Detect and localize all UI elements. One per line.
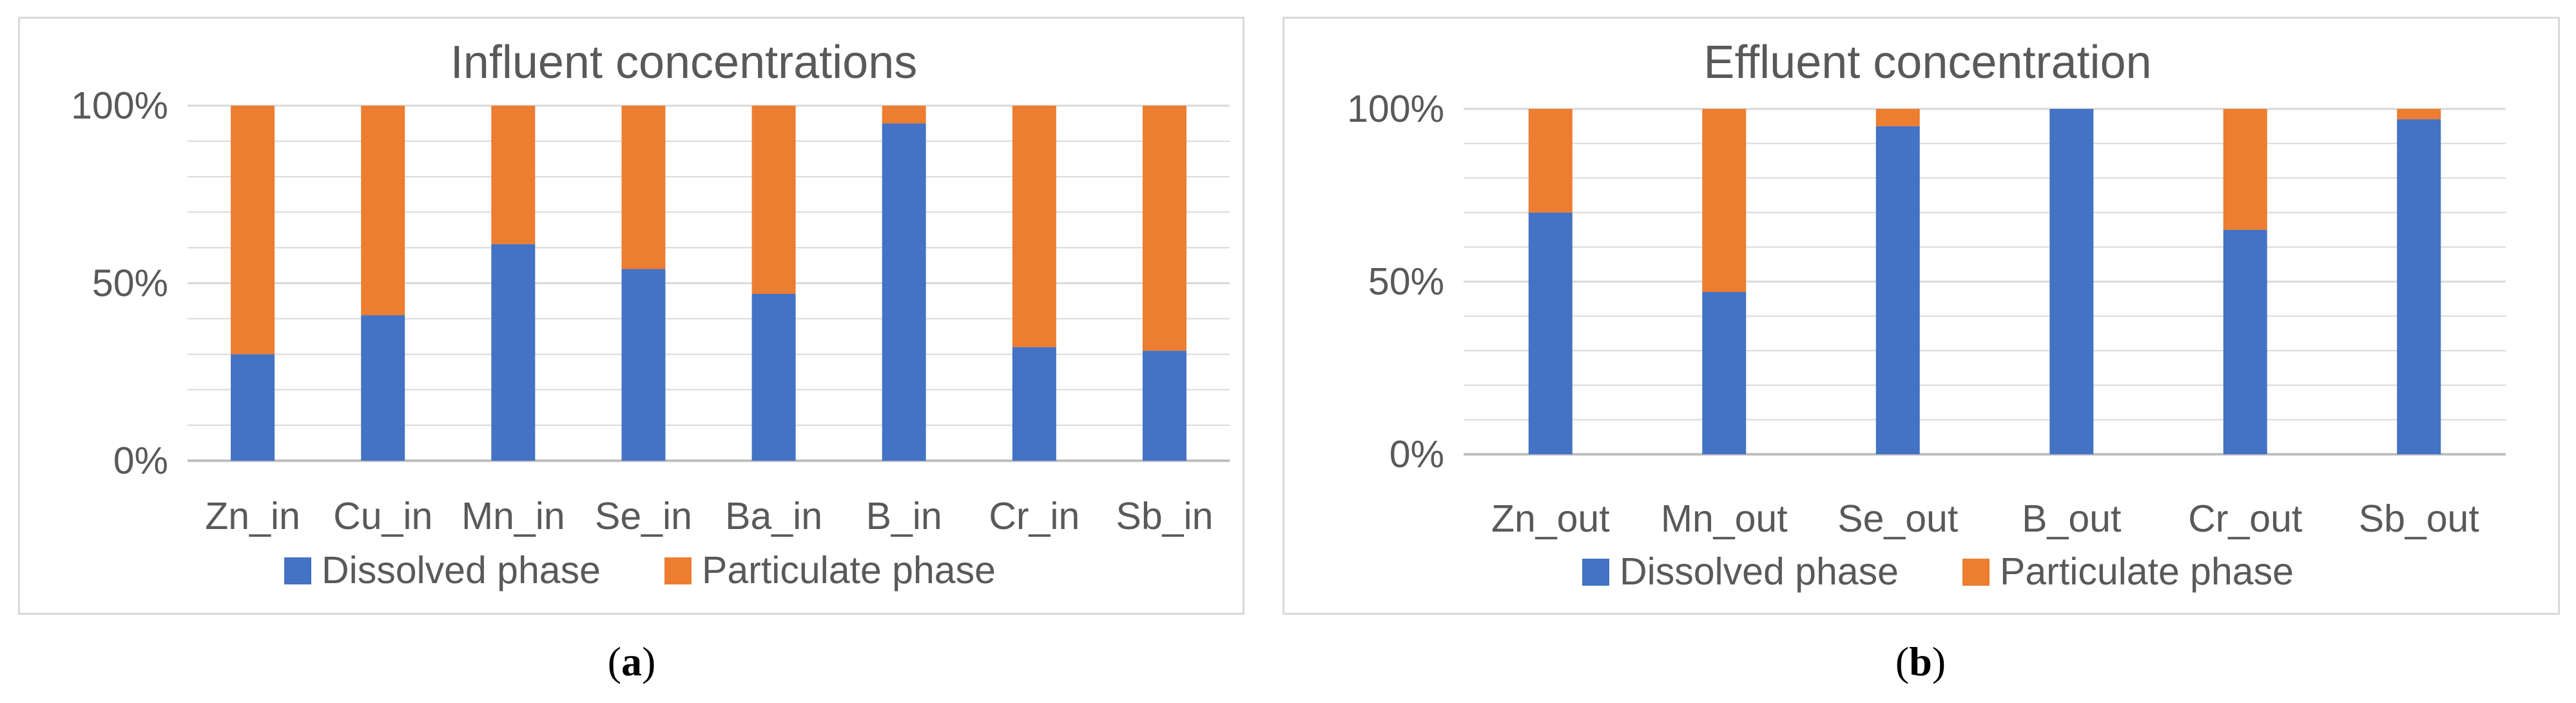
influent-x-tick-label: B_in <box>866 495 942 537</box>
influent-legend-label: Dissolved phase <box>322 549 601 592</box>
chart-panel-effluent: Effluent concentration 0% 50% 100% Zn_out Mn_… <box>1283 17 2560 615</box>
influent-y-tick-label: 50% <box>92 262 168 305</box>
influent-bar-particulate <box>751 106 796 294</box>
influent-x-tick-label: Ba_in <box>725 495 822 537</box>
effluent-legend-label: Dissolved phase <box>1620 550 1899 593</box>
influent-legend-swatch-dissolved <box>284 557 311 584</box>
effluent-bar-dissolved <box>2397 119 2441 454</box>
influent-bar-dissolved <box>1142 351 1186 461</box>
influent-y-tick-label: 100% <box>71 84 168 127</box>
effluent-x-tick-label: Se_out <box>1837 497 1958 540</box>
caption-b: (b) <box>1895 639 1946 684</box>
effluent-chart-title: Effluent concentration <box>1703 37 2151 88</box>
effluent-x-tick-label: Zn_out <box>1491 497 1610 540</box>
influent-bar-dissolved <box>882 123 926 461</box>
influent-bar-particulate <box>621 106 666 269</box>
effluent-bar-dissolved <box>2049 109 2094 454</box>
effluent-legend-label: Particulate phase <box>2000 550 2294 593</box>
effluent-legend-swatch-particulate <box>1962 559 1990 586</box>
chart-panel-influent: Influent concentrations 0% 50% 100% Zn_in Cu_… <box>18 17 1244 615</box>
effluent-chart-svg: Effluent concentration 0% 50% 100% Zn_out Mn_… <box>1347 37 2506 593</box>
influent-bar-particulate <box>1012 106 1056 347</box>
effluent-bar-particulate <box>1875 109 1920 126</box>
influent-bar-particulate <box>361 106 405 316</box>
influent-x-tick-label: Sb_in <box>1116 495 1213 537</box>
influent-chart-svg: Influent concentrations 0% 50% 100% Zn_in Cu_… <box>71 37 1230 592</box>
effluent-bar-particulate <box>2223 109 2267 230</box>
influent-bar-particulate <box>491 106 536 244</box>
effluent-x-tick-label: Mn_out <box>1661 497 1788 540</box>
caption-a: (a) <box>607 639 656 684</box>
influent-x-tick-label: Mn_in <box>461 495 565 537</box>
caption-b-letter: b <box>1909 639 1932 684</box>
influent-x-tick-label: Cr_in <box>989 495 1080 537</box>
influent-bar-particulate <box>1142 106 1186 351</box>
effluent-y-tick-label: 50% <box>1368 260 1444 303</box>
effluent-x-tick-label: Cr_out <box>2188 497 2302 540</box>
influent-legend-swatch-particulate <box>664 557 692 584</box>
effluent-legend-swatch-dissolved <box>1582 559 1609 586</box>
influent-x-tick-label: Se_in <box>595 495 692 537</box>
effluent-bar-dissolved <box>1702 292 1747 454</box>
effluent-bar-particulate <box>1702 109 1747 293</box>
influent-chart-title: Influent concentrations <box>450 37 917 88</box>
effluent-bar-dissolved <box>1875 126 1920 455</box>
effluent-x-tick-label: B_out <box>2022 497 2121 540</box>
influent-bar-dissolved <box>751 294 796 461</box>
effluent-bar-dissolved <box>2223 229 2267 454</box>
influent-x-tick-label: Zn_in <box>205 495 300 537</box>
influent-bar-dissolved <box>491 244 536 461</box>
influent-bar-dissolved <box>231 354 275 461</box>
influent-legend-label: Particulate phase <box>702 549 996 592</box>
effluent-x-tick-label: Sb_out <box>2359 497 2479 540</box>
effluent-bar-dissolved <box>1528 212 1573 454</box>
effluent-bar-particulate <box>1528 109 1573 213</box>
effluent-bar-particulate <box>2397 109 2441 120</box>
effluent-y-tick-label: 100% <box>1347 88 1444 130</box>
influent-y-tick-label: 0% <box>113 439 168 482</box>
influent-bar-particulate <box>882 106 926 124</box>
influent-bar-dissolved <box>361 315 405 461</box>
influent-x-tick-label: Cu_in <box>333 495 432 537</box>
influent-bar-dissolved <box>621 269 666 461</box>
caption-a-letter: a <box>621 639 642 684</box>
influent-bar-dissolved <box>1012 347 1056 461</box>
effluent-y-tick-label: 0% <box>1390 433 1444 476</box>
influent-bar-particulate <box>231 106 275 354</box>
